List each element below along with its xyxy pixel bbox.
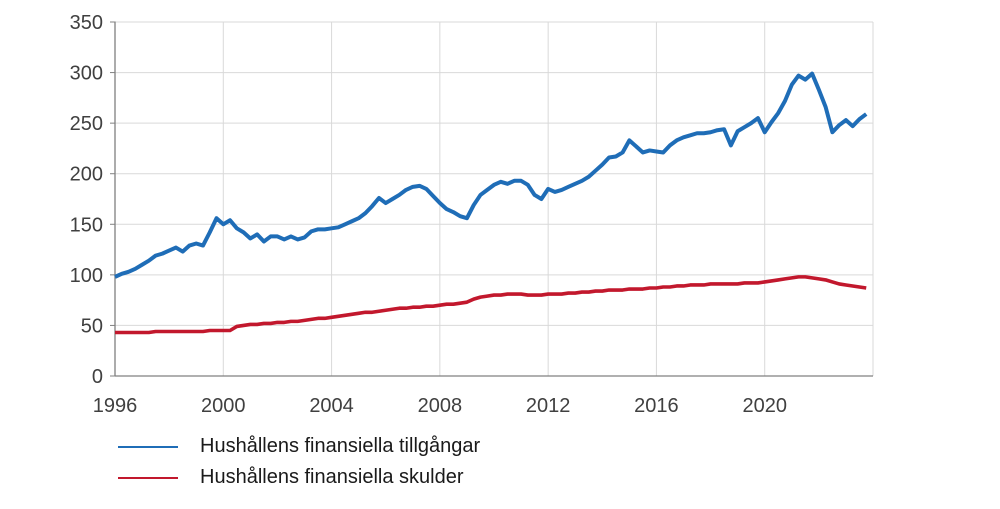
legend: Hushållens finansiella tillgångar Hushål… xyxy=(118,433,480,495)
y-tick-label-300: 300 xyxy=(70,63,103,85)
series-line-1 xyxy=(115,275,867,335)
legend-swatch-skulder-line xyxy=(118,476,178,479)
x-tick-label-1996: 1996 xyxy=(93,395,138,417)
legend-label-skulder: Hushållens finansiella skulder xyxy=(200,466,464,488)
legend-item-skulder: Hushållens finansiella skulder xyxy=(118,464,480,491)
y-axis-tick-labels: 0 50 100 150 200 250 300 350 xyxy=(70,12,103,388)
gridlines xyxy=(115,21,874,376)
x-tick-label-2000: 2000 xyxy=(201,395,246,417)
y-tick-label-50: 50 xyxy=(81,315,103,337)
y-tick-label-250: 250 xyxy=(70,113,103,135)
legend-item-tillgangar: Hushållens finansiella tillgångar xyxy=(118,433,480,460)
y-tick-label-100: 100 xyxy=(70,265,103,287)
x-tick-label-2008: 2008 xyxy=(418,395,463,417)
legend-label-tillgangar: Hushållens finansiella tillgångar xyxy=(200,435,481,457)
x-axis-tick-labels: 1996 2000 2004 2008 2012 2016 2020 xyxy=(93,395,787,417)
legend-swatch-tillgangar-line xyxy=(118,445,178,448)
x-tick-label-2012: 2012 xyxy=(526,395,571,417)
x-tick-label-2004: 2004 xyxy=(309,395,354,417)
axes xyxy=(114,21,873,377)
x-tick-label-2016: 2016 xyxy=(634,395,679,417)
series-lines xyxy=(114,71,868,335)
axis-ticks xyxy=(110,21,115,377)
y-tick-label-150: 150 xyxy=(70,214,103,236)
y-tick-label-200: 200 xyxy=(70,164,103,186)
x-tick-label-2020: 2020 xyxy=(742,395,787,417)
series-line-0 xyxy=(114,71,868,279)
y-tick-label-0: 0 xyxy=(92,366,103,388)
y-tick-label-350: 350 xyxy=(70,12,103,34)
